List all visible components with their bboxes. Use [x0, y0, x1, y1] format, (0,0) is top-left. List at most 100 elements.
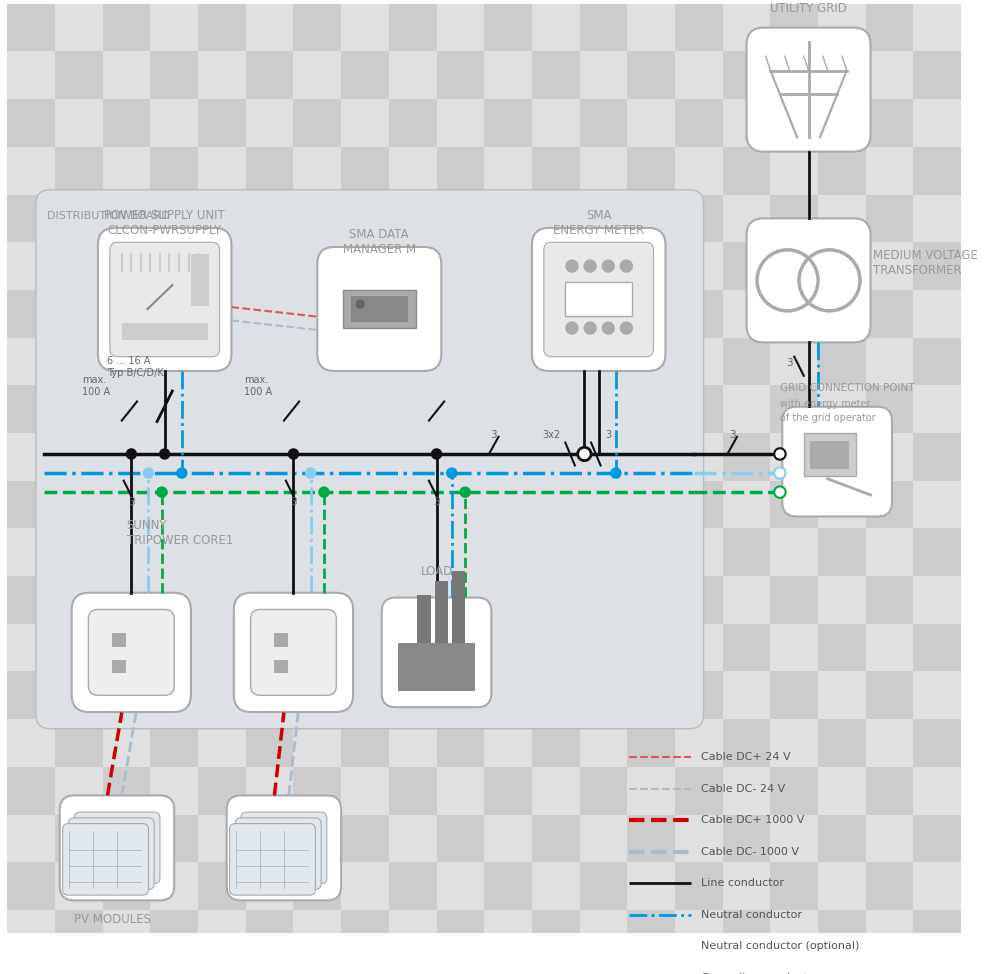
Bar	[7, 910, 55, 957]
Bar	[580, 767, 627, 814]
Bar	[150, 576, 198, 623]
Bar	[246, 671, 293, 719]
Bar	[580, 147, 627, 195]
Bar	[484, 338, 532, 386]
Bar	[723, 671, 770, 719]
Bar	[389, 290, 437, 338]
Bar	[484, 719, 532, 767]
Bar	[293, 99, 341, 147]
Bar	[103, 623, 150, 671]
Bar	[532, 147, 580, 195]
Bar	[293, 671, 341, 719]
Bar	[437, 243, 484, 290]
Bar	[341, 528, 389, 576]
Bar	[150, 814, 198, 862]
Bar	[246, 481, 293, 528]
FancyBboxPatch shape	[98, 228, 231, 371]
Bar	[484, 671, 532, 719]
Bar	[866, 576, 913, 623]
Bar	[961, 338, 1000, 386]
Bar	[437, 671, 484, 719]
Bar	[55, 623, 103, 671]
Bar	[437, 576, 484, 623]
Bar	[580, 862, 627, 910]
Bar	[341, 481, 389, 528]
FancyBboxPatch shape	[63, 824, 148, 895]
Bar	[103, 481, 150, 528]
Bar	[532, 99, 580, 147]
Bar	[341, 719, 389, 767]
Bar	[341, 862, 389, 910]
Circle shape	[446, 468, 458, 479]
Bar	[484, 623, 532, 671]
Bar	[484, 195, 532, 243]
Bar	[198, 767, 246, 814]
Bar	[246, 338, 293, 386]
Bar	[293, 290, 341, 338]
Bar	[198, 386, 246, 433]
Bar	[627, 862, 675, 910]
Bar	[389, 433, 437, 481]
Bar	[293, 433, 341, 481]
Bar	[246, 290, 293, 338]
Text: GRID CONNECTION POINT: GRID CONNECTION POINT	[780, 383, 914, 393]
Bar	[7, 243, 55, 290]
Bar	[103, 814, 150, 862]
Bar	[293, 4, 341, 52]
Bar	[55, 386, 103, 433]
Bar	[565, 282, 632, 316]
Bar	[389, 814, 437, 862]
Bar	[103, 671, 150, 719]
Bar	[804, 433, 856, 476]
Bar	[389, 910, 437, 957]
Circle shape	[583, 259, 597, 273]
Bar	[961, 386, 1000, 433]
Circle shape	[578, 447, 591, 461]
Bar	[532, 386, 580, 433]
Bar	[484, 814, 532, 862]
Bar	[103, 338, 150, 386]
Bar	[627, 576, 675, 623]
Bar	[580, 4, 627, 52]
Bar	[389, 4, 437, 52]
Bar	[627, 814, 675, 862]
Bar	[246, 910, 293, 957]
Circle shape	[774, 448, 786, 460]
Bar	[246, 767, 293, 814]
Bar	[675, 719, 723, 767]
Bar	[150, 195, 198, 243]
Bar	[246, 99, 293, 147]
Bar	[293, 147, 341, 195]
Bar	[55, 719, 103, 767]
Bar	[437, 147, 484, 195]
Text: Cable DC+ 1000 V: Cable DC+ 1000 V	[701, 815, 804, 825]
Bar	[150, 528, 198, 576]
Bar	[580, 433, 627, 481]
Bar	[198, 433, 246, 481]
Bar	[532, 195, 580, 243]
Bar	[452, 572, 465, 643]
Bar	[961, 99, 1000, 147]
Bar	[7, 576, 55, 623]
Bar	[580, 290, 627, 338]
Bar	[341, 910, 389, 957]
Bar	[913, 99, 961, 147]
FancyBboxPatch shape	[227, 796, 341, 900]
Bar	[580, 338, 627, 386]
Bar	[198, 623, 246, 671]
Bar	[818, 195, 866, 243]
Bar	[198, 147, 246, 195]
Bar	[818, 338, 866, 386]
Bar	[818, 243, 866, 290]
Bar	[341, 52, 389, 99]
Text: DISTRIBUTION BOARD: DISTRIBUTION BOARD	[47, 210, 170, 221]
Bar	[55, 4, 103, 52]
Circle shape	[156, 486, 168, 498]
Bar	[913, 576, 961, 623]
Bar	[246, 576, 293, 623]
Bar	[627, 910, 675, 957]
Bar	[866, 671, 913, 719]
Bar	[198, 910, 246, 957]
Circle shape	[602, 321, 615, 335]
Bar	[341, 386, 389, 433]
